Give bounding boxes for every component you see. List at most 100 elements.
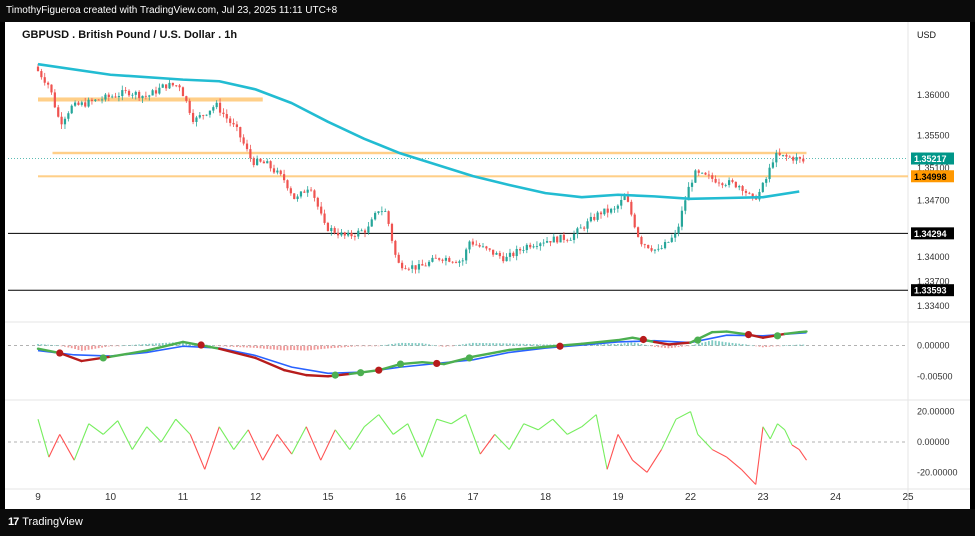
- macd-histogram-bar: [451, 345, 454, 347]
- macd-histogram-bar: [630, 342, 633, 346]
- oscillator-segment: [762, 426, 771, 440]
- macd-histogram-bar: [627, 342, 629, 346]
- candle: [768, 167, 771, 180]
- candle: [363, 230, 367, 233]
- time-axis-tick: 24: [830, 492, 842, 503]
- macd-histogram-bar: [360, 345, 363, 347]
- macd-histogram-bar: [124, 345, 127, 346]
- macd-histogram-bar: [111, 345, 114, 347]
- candle: [73, 102, 77, 106]
- time-axis-tick: 9: [35, 492, 41, 503]
- currency-button[interactable]: USD: [917, 30, 937, 40]
- macd-histogram-bar: [97, 345, 100, 349]
- candle: [47, 82, 50, 85]
- macd-histogram-bar: [165, 342, 168, 346]
- tradingview-logo[interactable]: 17 TradingView: [8, 516, 83, 528]
- macd-histogram-bar: [141, 344, 144, 346]
- macd-histogram-bar: [509, 343, 511, 346]
- candle: [512, 252, 515, 257]
- candle: [181, 87, 185, 97]
- candle: [127, 90, 131, 96]
- macd-histogram-bar: [657, 345, 660, 348]
- candle: [151, 90, 154, 96]
- candle: [505, 256, 508, 262]
- macd-line-segment: [109, 349, 148, 358]
- candle: [104, 94, 107, 100]
- candle: [458, 261, 461, 263]
- candle: [63, 118, 67, 125]
- macd-histogram-bar: [677, 345, 680, 348]
- candle: [525, 244, 528, 251]
- macd-histogram-bar: [236, 345, 238, 348]
- oscillator-segment: [102, 420, 119, 435]
- candle: [175, 85, 178, 87]
- macd-histogram-bar: [482, 343, 484, 346]
- macd-line-segment: [653, 340, 670, 346]
- candle: [599, 212, 603, 215]
- macd-cross-marker: [99, 354, 107, 362]
- macd-histogram-bar: [751, 345, 754, 347]
- candle: [647, 244, 650, 249]
- macd-histogram-bar: [465, 343, 468, 346]
- candle: [781, 154, 785, 156]
- time-axis-tick: 18: [540, 492, 552, 503]
- macd-histogram-bar: [53, 345, 56, 346]
- candle: [400, 262, 404, 269]
- candle: [417, 264, 421, 270]
- candle: [798, 157, 802, 159]
- macd-line-segment: [725, 330, 750, 336]
- candle: [448, 257, 451, 262]
- oscillator-segment: [552, 418, 568, 435]
- candle: [87, 99, 90, 107]
- macd-histogram-bar: [57, 345, 60, 347]
- candle: [387, 211, 390, 224]
- macd-histogram-bar: [70, 345, 73, 349]
- candle: [704, 172, 707, 175]
- candle: [606, 208, 609, 213]
- macd-histogram-bar: [495, 343, 498, 346]
- candle: [589, 216, 592, 222]
- candle: [711, 175, 714, 179]
- candle: [717, 182, 721, 184]
- candle: [276, 170, 279, 173]
- macd-histogram-bar: [94, 345, 97, 349]
- candle: [202, 115, 205, 116]
- macd-histogram-bar: [731, 342, 734, 346]
- candle: [178, 85, 181, 88]
- candle: [330, 227, 333, 231]
- macd-line-segment: [421, 361, 446, 366]
- time-axis-tick: 10: [105, 492, 117, 503]
- candle: [761, 182, 764, 192]
- macd-histogram-bar: [50, 344, 53, 346]
- macd-histogram-bar: [643, 344, 646, 346]
- candle: [613, 208, 616, 210]
- oscillator-segment: [508, 423, 525, 450]
- candle: [380, 211, 383, 213]
- macd-histogram-bar: [654, 345, 656, 347]
- candle: [154, 90, 158, 94]
- macd-histogram-bar: [77, 345, 80, 351]
- macd-histogram-bar: [728, 342, 731, 346]
- candle: [630, 201, 633, 215]
- macd-histogram-bar: [249, 345, 252, 348]
- candle: [502, 256, 505, 262]
- oscillator-segment: [494, 433, 510, 450]
- macd-cross-marker: [773, 332, 782, 340]
- candle: [694, 170, 697, 183]
- candle: [131, 94, 134, 96]
- price-axis-tick: 1.35100: [917, 163, 950, 173]
- macd-line-segment: [761, 332, 786, 339]
- candle: [161, 84, 164, 88]
- candle: [744, 190, 748, 193]
- candle: [461, 260, 464, 262]
- macd-histogram-bar: [131, 344, 134, 346]
- macd-line-segment: [798, 330, 808, 334]
- macd-histogram-bar: [40, 344, 43, 346]
- candle: [148, 95, 151, 97]
- resistance-zone: [38, 97, 263, 102]
- time-axis-tick: 11: [178, 492, 189, 503]
- macd-histogram-bar: [380, 345, 383, 346]
- macd-histogram-bar: [549, 344, 552, 346]
- macd-axis-tick: -0.00500: [917, 371, 953, 381]
